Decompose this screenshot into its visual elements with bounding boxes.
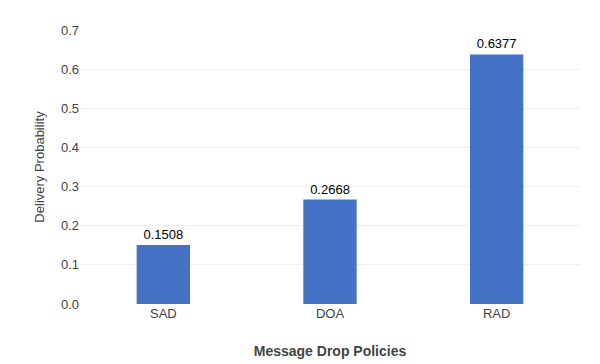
svg-text:0.2: 0.2 xyxy=(61,218,79,233)
svg-text:0.4: 0.4 xyxy=(61,140,79,155)
svg-text:0.2668: 0.2668 xyxy=(310,182,350,197)
svg-text:0.1: 0.1 xyxy=(61,257,79,272)
svg-text:0.6: 0.6 xyxy=(61,62,79,77)
svg-text:Message Drop Policies: Message Drop Policies xyxy=(254,343,407,359)
svg-text:0.0: 0.0 xyxy=(61,297,79,312)
svg-text:DOA: DOA xyxy=(316,306,345,321)
svg-text:0.5: 0.5 xyxy=(61,101,79,116)
svg-text:0.6377: 0.6377 xyxy=(477,36,517,51)
svg-text:0.1508: 0.1508 xyxy=(143,227,183,242)
svg-text:0.3: 0.3 xyxy=(61,179,79,194)
svg-text:SAD: SAD xyxy=(150,306,177,321)
svg-text:RAD: RAD xyxy=(483,306,510,321)
svg-text:0.7: 0.7 xyxy=(61,23,79,38)
svg-text:Delivery Probability: Delivery Probability xyxy=(32,111,47,223)
